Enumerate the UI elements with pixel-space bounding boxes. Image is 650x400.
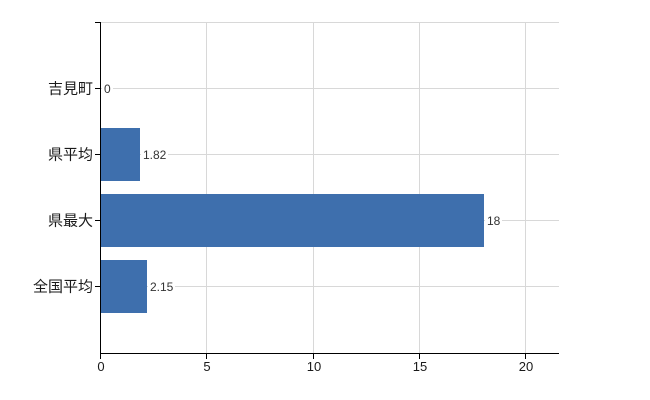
y-axis-tick bbox=[95, 154, 101, 155]
x-axis-tick-label: 10 bbox=[306, 359, 322, 374]
x-axis-tick bbox=[525, 354, 526, 359]
category-label-県平均: 県平均 bbox=[47, 146, 93, 164]
bar-value-label: 2.15 bbox=[148, 280, 176, 294]
bar-value-label: 18 bbox=[485, 214, 503, 228]
vertical-gridline bbox=[313, 23, 314, 353]
bar-県最大 bbox=[101, 194, 484, 247]
x-axis bbox=[100, 353, 559, 354]
vertical-gridline bbox=[419, 23, 420, 353]
x-axis-tick bbox=[419, 354, 420, 359]
x-axis-tick-label: 5 bbox=[203, 359, 211, 374]
x-axis-tick-label: 20 bbox=[518, 359, 534, 374]
y-axis-tick bbox=[95, 220, 101, 221]
x-axis-tick-label: 0 bbox=[97, 359, 105, 374]
horizontal-gridline bbox=[101, 88, 559, 89]
y-axis bbox=[100, 22, 101, 354]
vertical-gridline bbox=[206, 23, 207, 353]
y-axis-top-tick bbox=[95, 22, 101, 23]
x-axis-tick bbox=[206, 354, 207, 359]
y-axis-tick bbox=[95, 286, 101, 287]
bar-県平均 bbox=[101, 128, 140, 181]
x-axis-tick bbox=[100, 354, 101, 359]
bar-value-label: 0 bbox=[102, 82, 113, 96]
plot-top-border bbox=[101, 22, 559, 23]
x-axis-tick-label: 15 bbox=[412, 359, 428, 374]
plot-area: 0 1.82 18 2.15 bbox=[101, 23, 559, 353]
category-label-吉見町: 吉見町 bbox=[47, 80, 93, 98]
y-axis-tick bbox=[95, 88, 101, 89]
x-axis-tick bbox=[313, 354, 314, 359]
vertical-gridline bbox=[525, 23, 526, 353]
horizontal-gridline bbox=[101, 154, 559, 155]
category-label-全国平均: 全国平均 bbox=[32, 278, 93, 296]
category-label-県最大: 県最大 bbox=[47, 212, 93, 230]
bar-全国平均 bbox=[101, 260, 147, 313]
bar-value-label: 1.82 bbox=[141, 148, 169, 162]
horizontal-gridline bbox=[101, 286, 559, 287]
